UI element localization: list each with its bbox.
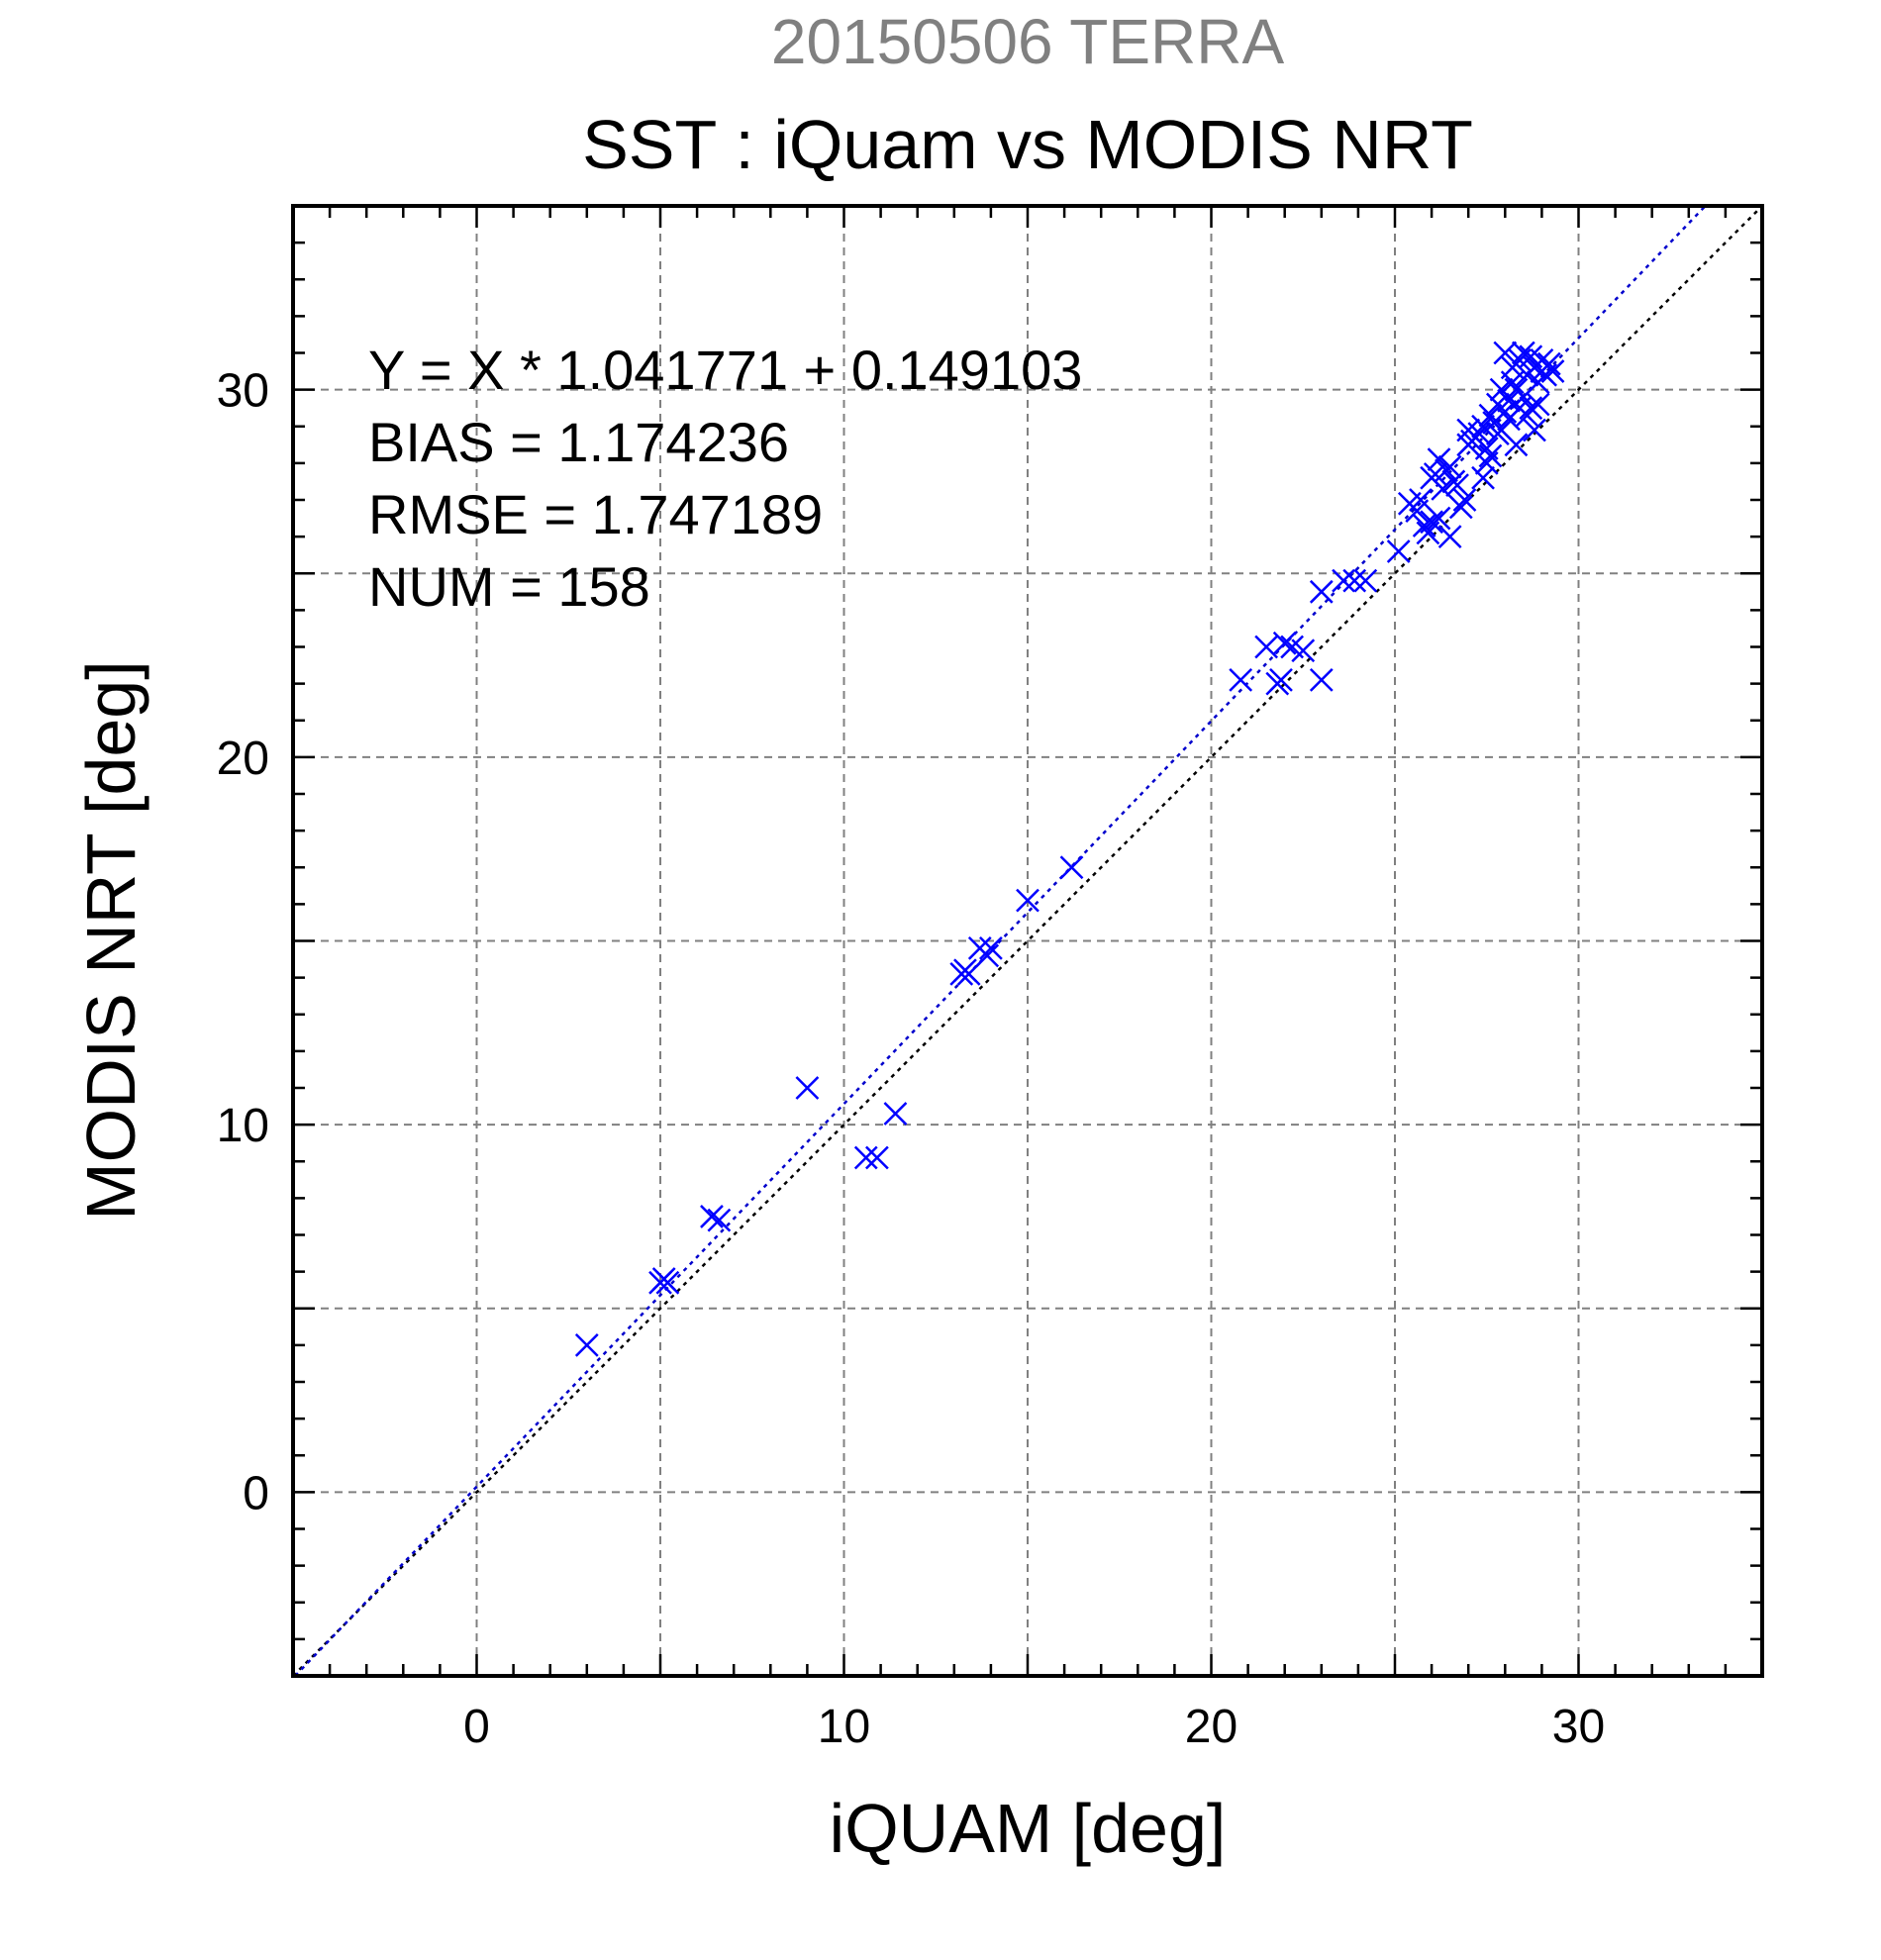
y-axis-title: MODIS NRT [deg] — [72, 660, 149, 1220]
scatter-point — [1511, 341, 1535, 365]
scatter-point — [1540, 359, 1565, 383]
plot-area — [291, 204, 1764, 1678]
scatter-point — [795, 1076, 820, 1100]
scatter-point — [1478, 403, 1503, 428]
scatter-point — [1059, 855, 1084, 880]
plot-frame — [291, 204, 1764, 1678]
num-stat: NUM = 158 — [368, 555, 650, 618]
scatter-point — [1448, 495, 1473, 520]
scatter-point — [1386, 539, 1411, 563]
y-tick-label: 10 — [217, 1100, 269, 1152]
scatter-point — [1427, 506, 1451, 531]
scatter-point — [1272, 631, 1297, 655]
x-axis-title: iQUAM [deg] — [830, 1790, 1227, 1867]
scatter-point — [1474, 450, 1499, 475]
scatter-point — [1471, 465, 1495, 490]
scatter-point — [1016, 888, 1040, 913]
scatter-point — [574, 1332, 599, 1357]
scatter-point — [979, 936, 1003, 960]
scatter-point — [655, 1270, 680, 1295]
scatter-point — [1332, 568, 1355, 593]
grid — [293, 206, 1762, 1676]
stats-box: Y = X * 1.041771 + 0.149103 BIAS = 1.174… — [368, 339, 1082, 618]
x-tick-label: 0 — [463, 1701, 490, 1753]
scatter-point — [1431, 476, 1455, 501]
rmse-stat: RMSE = 1.747189 — [368, 483, 823, 545]
scatter-point — [1437, 454, 1462, 479]
scatter-point — [1497, 388, 1521, 413]
scatter-point — [1437, 525, 1462, 549]
scatter-point — [883, 1102, 908, 1126]
x-tick-label: 10 — [818, 1701, 870, 1753]
scatter-point — [853, 1145, 878, 1170]
scatter-point — [1412, 514, 1436, 538]
scatter-point — [1353, 568, 1378, 593]
scatter-point — [1269, 668, 1293, 692]
scatter-point — [1504, 433, 1529, 457]
scatter-point — [1519, 396, 1543, 421]
scatter-point — [1342, 568, 1367, 593]
identity-line — [292, 205, 1763, 1677]
scatter-point — [1536, 351, 1561, 376]
y-tick-label: 20 — [217, 733, 269, 785]
scatter-point — [700, 1205, 724, 1228]
scatter-point — [1523, 418, 1546, 442]
scatter-point — [1409, 488, 1433, 512]
regression-equation: Y = X * 1.041771 + 0.149103 — [368, 339, 1082, 401]
scatter-point — [1467, 422, 1492, 446]
scatter-point — [1309, 579, 1334, 604]
scatter-point — [865, 1145, 889, 1170]
scatter-point — [1445, 473, 1469, 498]
scatter-point — [1309, 668, 1334, 692]
scatter-point — [1291, 638, 1316, 663]
y-axis-tick-labels: 0 10 20 30 — [217, 365, 269, 1520]
scatter-point — [1452, 488, 1477, 512]
scatter-point — [1478, 443, 1503, 468]
scatter-point — [1229, 668, 1253, 692]
scatter-point — [1493, 341, 1518, 365]
chart-subtitle: 20150506 TERRA — [771, 6, 1285, 77]
bias-stat: BIAS = 1.174236 — [368, 411, 789, 473]
regression-line — [294, 205, 1707, 1677]
scatter-point — [1427, 447, 1451, 472]
scatter-point — [1526, 392, 1550, 417]
scatter-points — [574, 341, 1565, 1357]
scatter-point — [707, 1208, 732, 1232]
scatter-point — [975, 943, 1000, 968]
x-tick-label: 30 — [1552, 1701, 1605, 1753]
x-axis-tick-labels: 0 10 20 30 — [463, 1701, 1605, 1753]
y-tick-label: 0 — [243, 1467, 269, 1519]
x-tick-label: 20 — [1185, 1701, 1238, 1753]
scatter-point — [1254, 635, 1279, 659]
chart-title: SST : iQuam vs MODIS NRT — [582, 106, 1473, 183]
scatter-point — [956, 962, 981, 986]
scatter-point — [1420, 510, 1443, 535]
y-tick-label: 30 — [217, 365, 269, 418]
